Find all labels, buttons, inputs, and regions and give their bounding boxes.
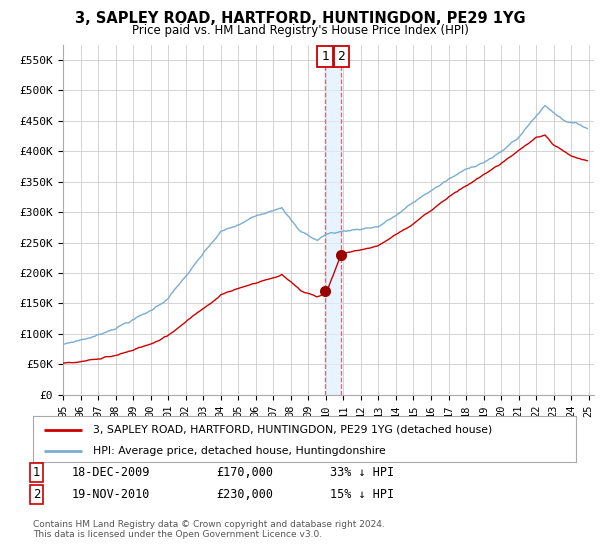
Text: Price paid vs. HM Land Registry's House Price Index (HPI): Price paid vs. HM Land Registry's House … [131,24,469,37]
Text: £170,000: £170,000 [216,466,273,479]
Text: Contains HM Land Registry data © Crown copyright and database right 2024.
This d: Contains HM Land Registry data © Crown c… [33,520,385,539]
Bar [325,45,341,395]
Text: 33% ↓ HPI: 33% ↓ HPI [330,466,394,479]
Text: 19-NOV-2010: 19-NOV-2010 [72,488,151,501]
Text: 1: 1 [33,466,41,479]
Text: HPI: Average price, detached house, Huntingdonshire: HPI: Average price, detached house, Hunt… [93,446,385,455]
Text: 18-DEC-2009: 18-DEC-2009 [72,466,151,479]
Text: 3, SAPLEY ROAD, HARTFORD, HUNTINGDON, PE29 1YG (detached house): 3, SAPLEY ROAD, HARTFORD, HUNTINGDON, PE… [93,425,492,435]
Text: £230,000: £230,000 [216,488,273,501]
Text: 15% ↓ HPI: 15% ↓ HPI [330,488,394,501]
Text: 3, SAPLEY ROAD, HARTFORD, HUNTINGDON, PE29 1YG: 3, SAPLEY ROAD, HARTFORD, HUNTINGDON, PE… [74,11,526,26]
Text: 2: 2 [337,50,345,63]
Text: 2: 2 [33,488,41,501]
Text: 1: 1 [321,50,329,63]
